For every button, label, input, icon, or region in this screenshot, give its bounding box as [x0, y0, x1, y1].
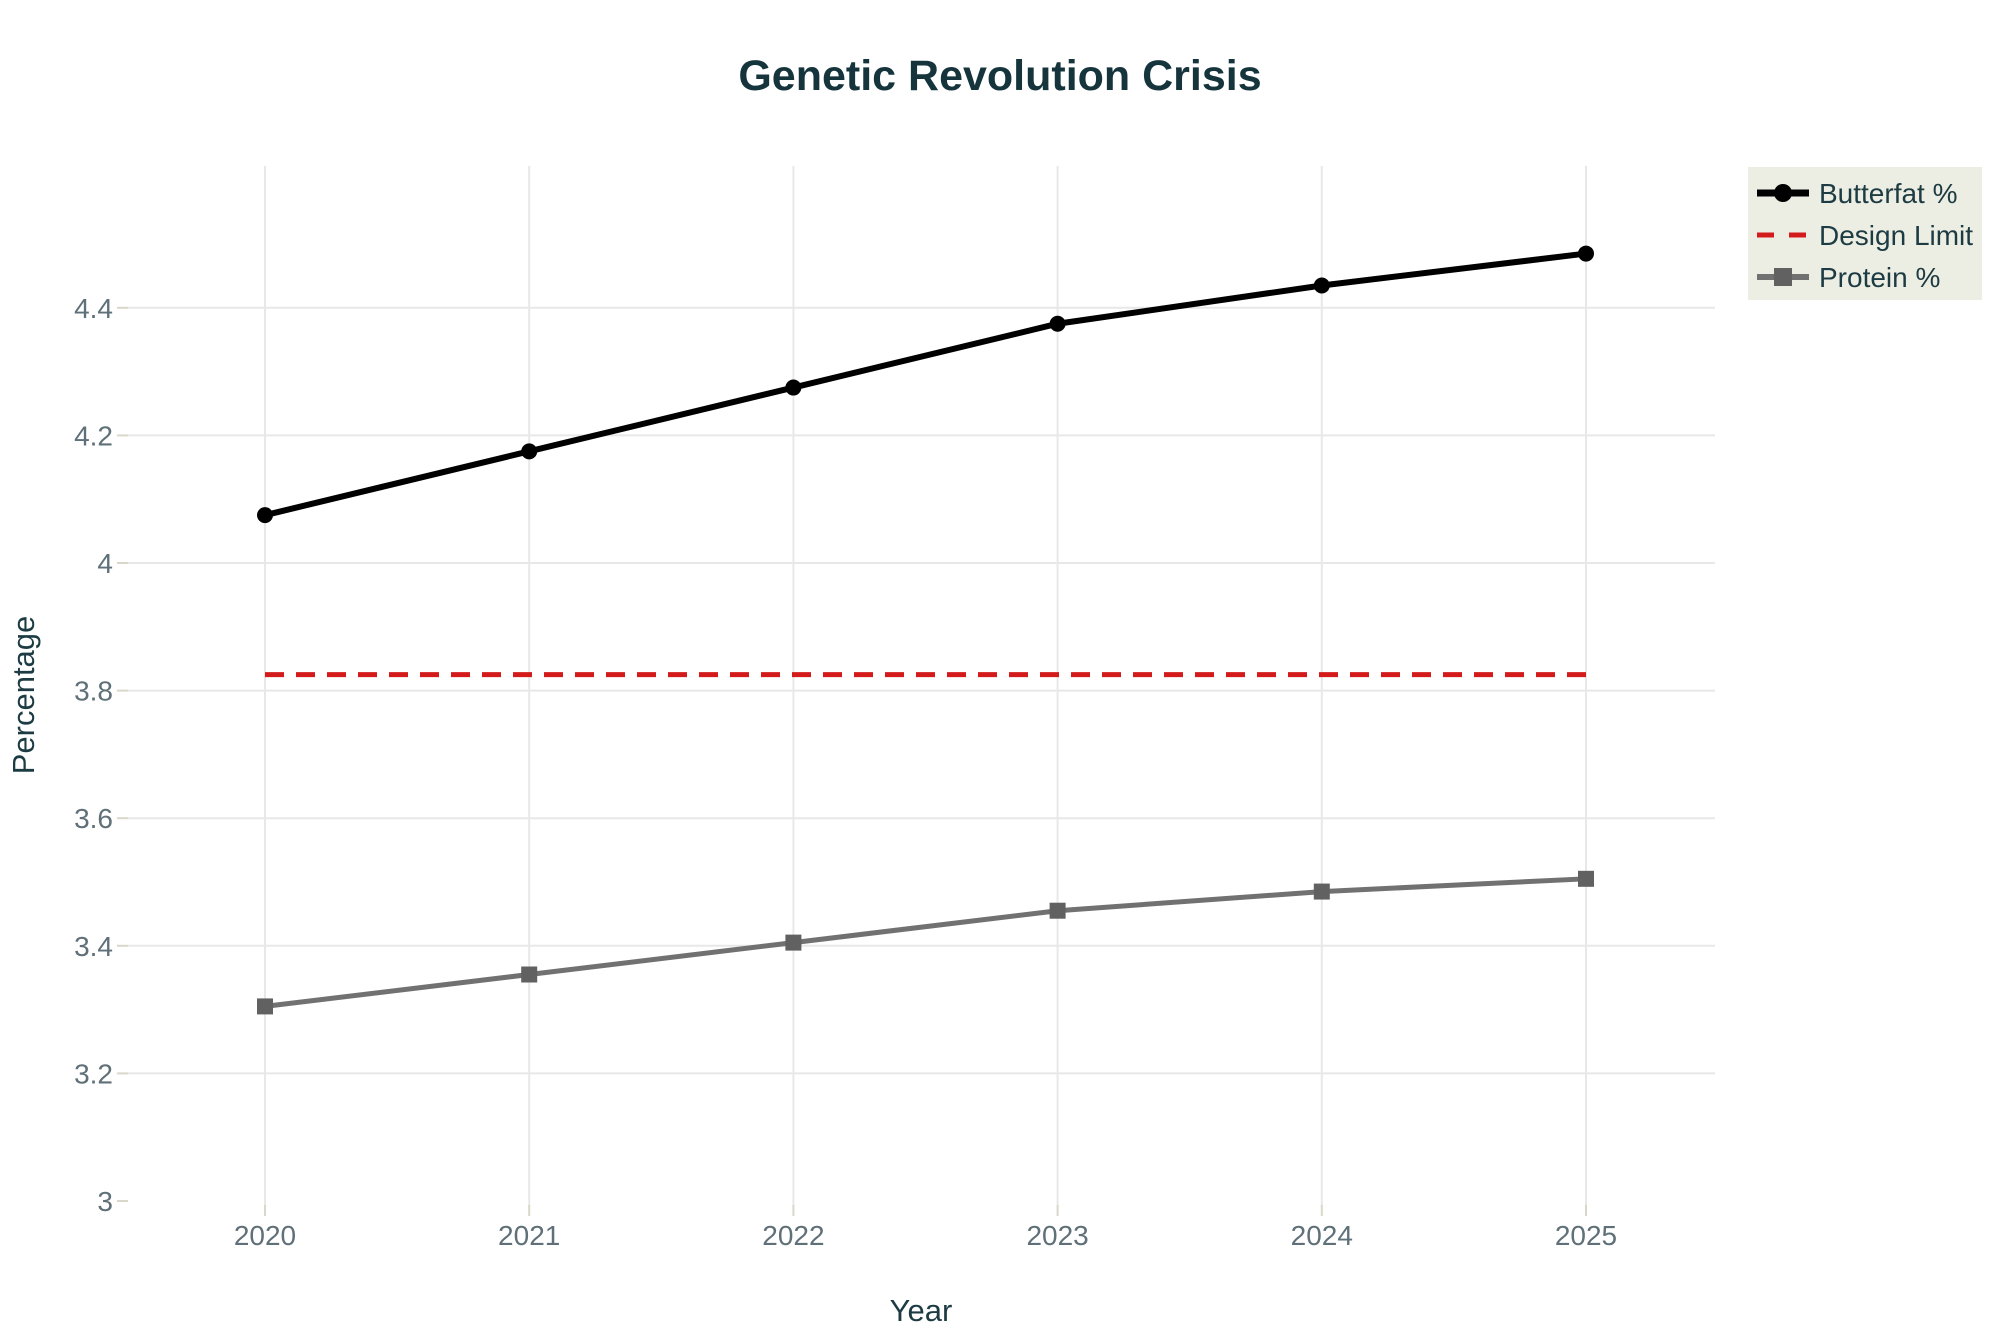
butterfat-marker [521, 443, 538, 460]
y-tick-label: 3 [97, 1186, 113, 1217]
x-tick-label: 2023 [1026, 1220, 1088, 1251]
x-tick-label: 2022 [762, 1220, 824, 1251]
gridlines [128, 166, 1715, 1205]
y-tick-label: 4.4 [74, 293, 113, 324]
butterfat-marker [257, 507, 273, 524]
y-tick-label: 3.4 [74, 931, 113, 962]
butterfat-marker [1578, 245, 1594, 262]
y-tick-label: 4.2 [74, 420, 113, 451]
legend-label: Butterfat % [1819, 178, 1958, 209]
x-tick-label: 2020 [234, 1220, 296, 1251]
legend-swatch-marker [1774, 184, 1792, 202]
legend-label: Design Limit [1819, 220, 1973, 251]
chart-title: Genetic Revolution Crisis [738, 52, 1261, 100]
protein-marker [257, 998, 273, 1015]
butterfat-marker [1313, 277, 1330, 294]
protein-marker [1049, 902, 1066, 919]
y-tick-label: 3.6 [74, 803, 113, 834]
protein-marker [785, 934, 802, 951]
x-tick-label: 2021 [498, 1220, 560, 1251]
butterfat-line [262, 250, 1589, 519]
x-axis-title: Year [890, 1293, 953, 1328]
legend-swatch-marker [1774, 268, 1792, 286]
x-tick-label: 2024 [1291, 1220, 1353, 1251]
data-series [257, 245, 1594, 1015]
x-tick-labels: 2020 2021 2022 2023 2024 2025 [234, 1220, 1617, 1251]
y-axis-title: Percentage [6, 616, 41, 775]
butterfat-marker [1049, 315, 1066, 332]
legend-item-design-limit: Design Limit [1757, 220, 1973, 251]
legend-label: Protein % [1819, 262, 1940, 293]
legend-item-protein: Protein % [1757, 262, 1940, 293]
x-tick-label: 2025 [1555, 1220, 1617, 1251]
protein-marker [1313, 883, 1330, 900]
tick-marks [117, 306, 1587, 1216]
legend-item-butterfat: Butterfat % [1757, 178, 1958, 209]
protein-marker [521, 966, 538, 983]
butterfat-marker [785, 379, 802, 396]
legend: Butterfat % Design Limit Protein % [1748, 167, 1982, 300]
y-tick-label: 3.2 [74, 1058, 113, 1089]
y-tick-label: 4 [97, 548, 113, 579]
protein-line [262, 876, 1589, 1009]
y-tick-label: 3.8 [74, 676, 113, 707]
protein-marker [1578, 870, 1594, 887]
y-tick-labels: 3 3.2 3.4 3.6 3.8 4 4.2 4.4 [74, 293, 113, 1217]
